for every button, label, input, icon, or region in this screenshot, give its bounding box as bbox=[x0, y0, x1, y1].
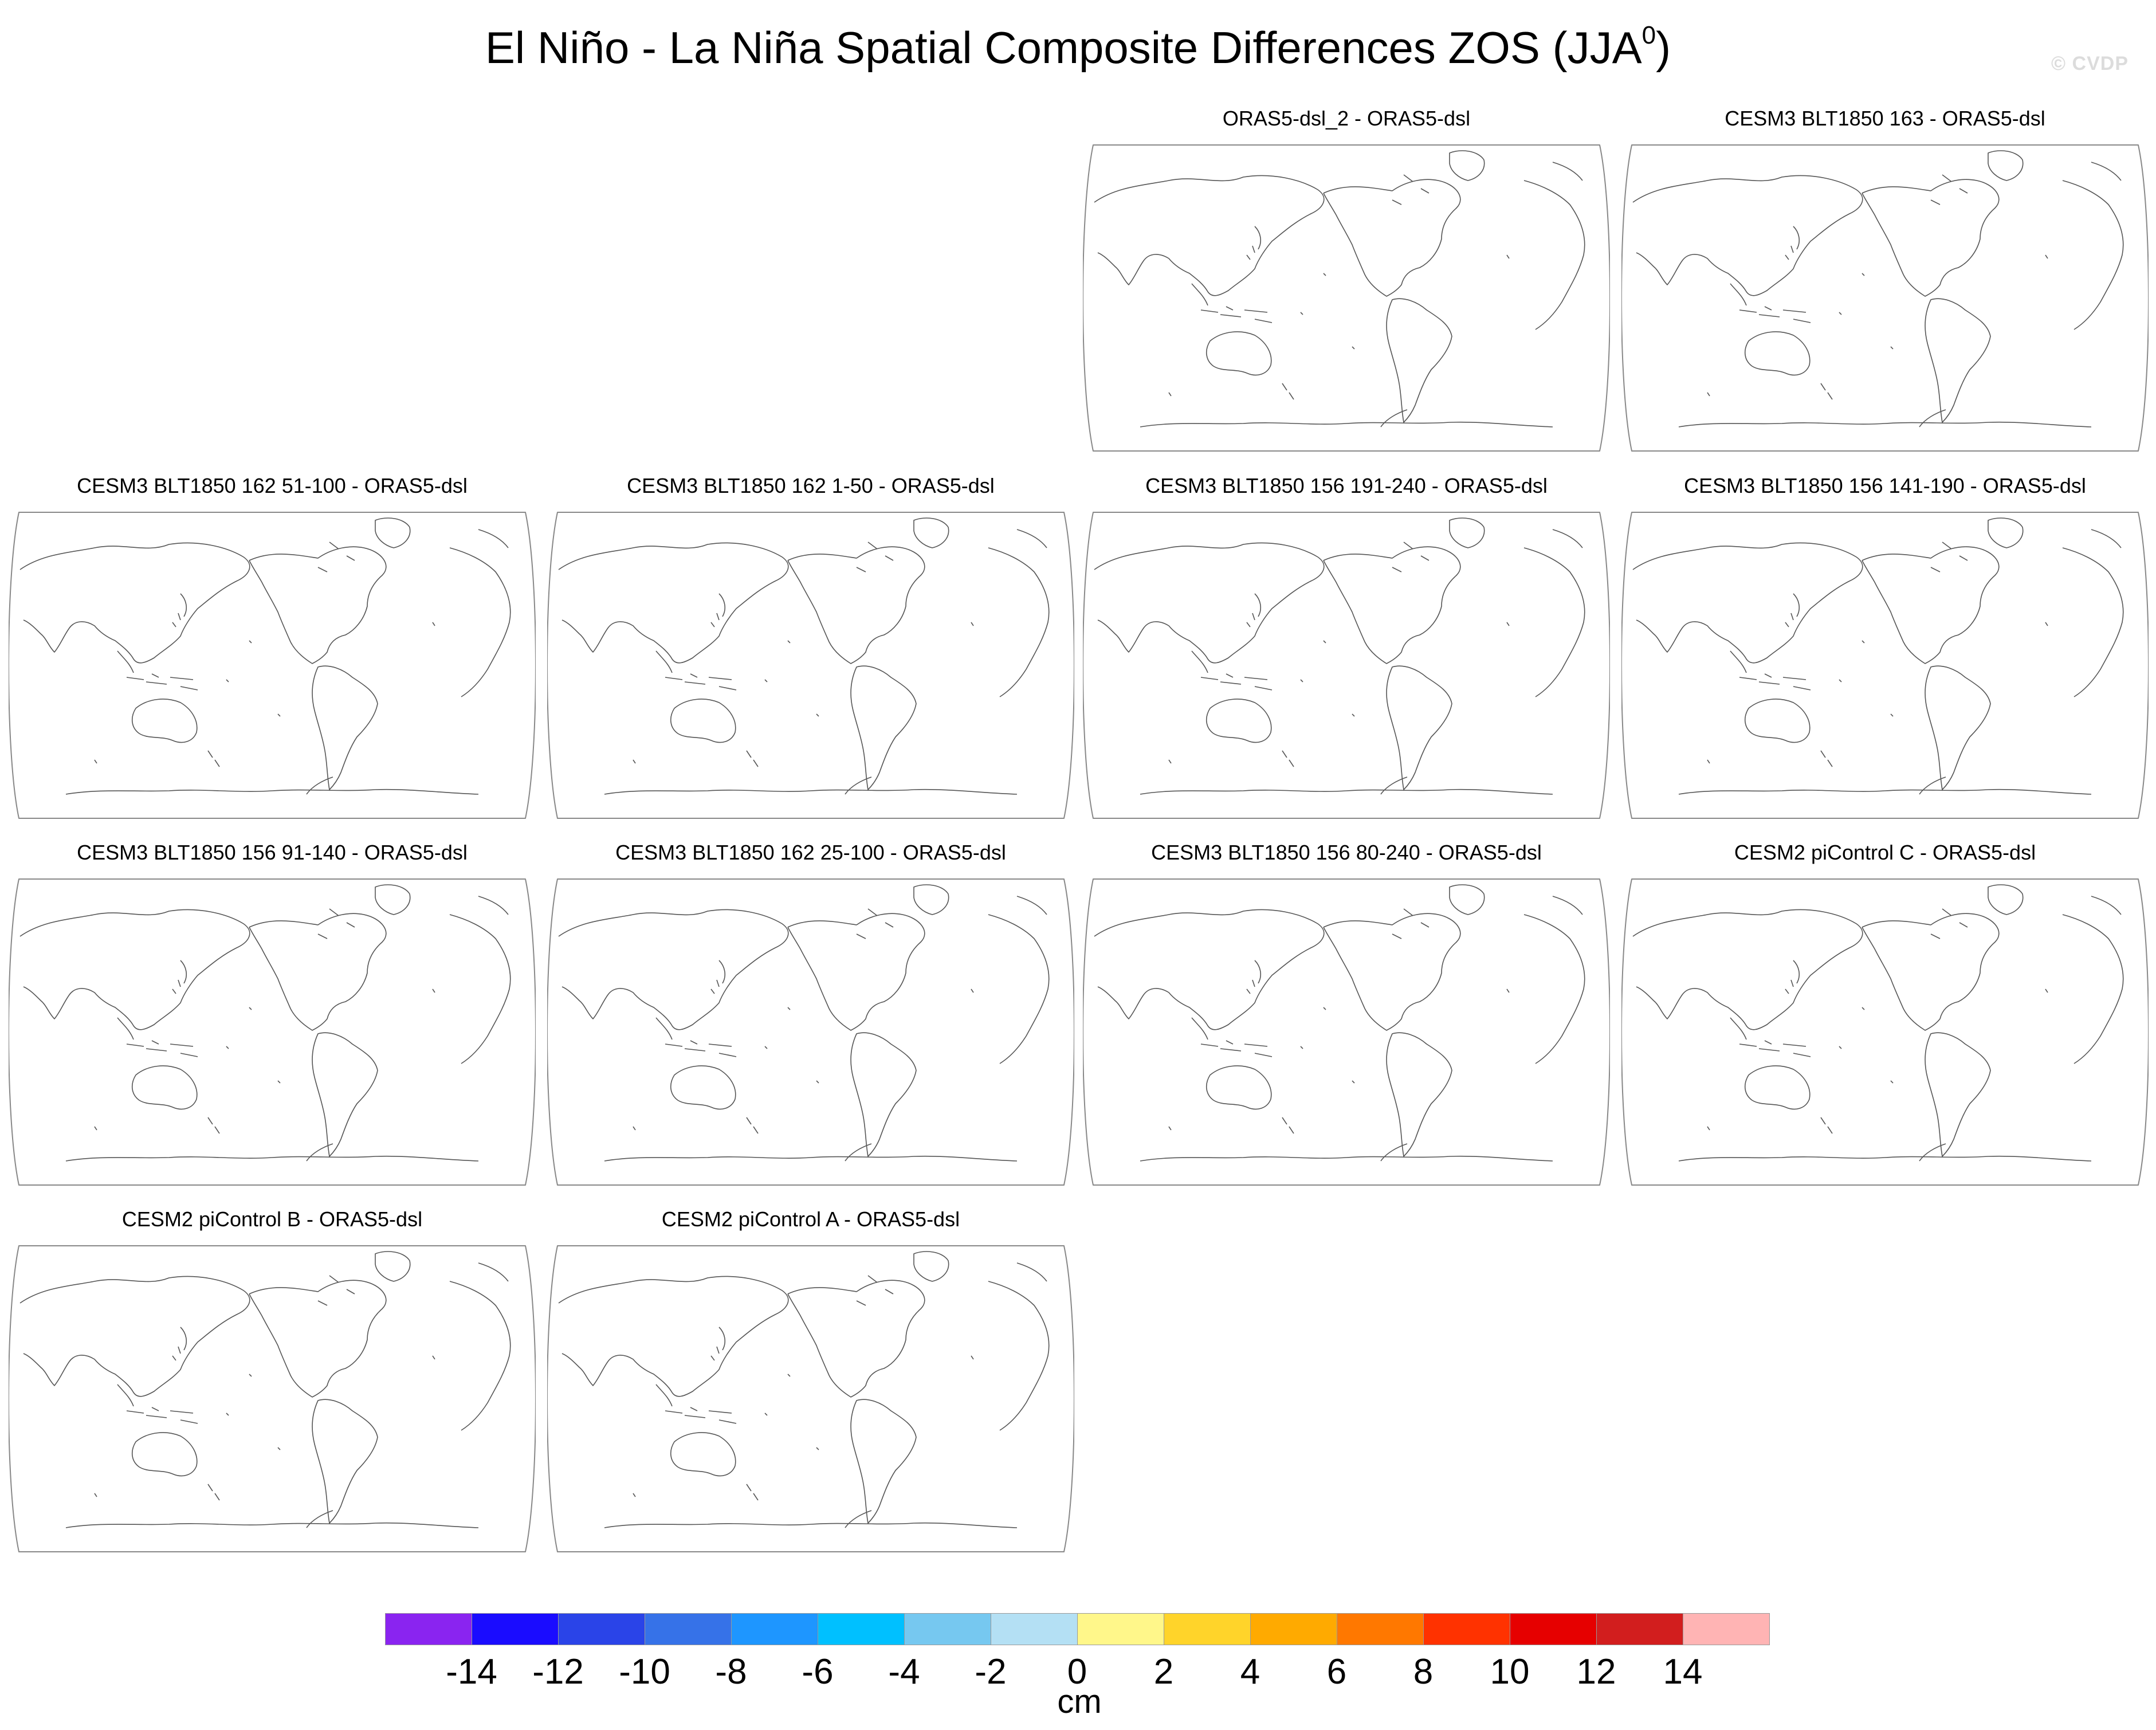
colorbar-box bbox=[818, 1613, 905, 1645]
colorbar-tick: -10 bbox=[619, 1652, 670, 1692]
panel-title: CESM2 piControl A - ORAS5-dsl bbox=[661, 1207, 960, 1231]
colorbar-box bbox=[1423, 1613, 1510, 1645]
panel-title: CESM3 BLT1850 163 - ORAS5-dsl bbox=[1725, 107, 2045, 130]
panel-title: CESM3 BLT1850 162 1-50 - ORAS5-dsl bbox=[627, 474, 995, 497]
colorbar-box bbox=[645, 1613, 732, 1645]
colorbar-box bbox=[1337, 1613, 1424, 1645]
panel-title: CESM2 piControl C - ORAS5-dsl bbox=[1734, 841, 2036, 864]
world-map bbox=[1621, 144, 2149, 452]
colorbar-tick: -4 bbox=[888, 1652, 920, 1692]
world-map bbox=[547, 1245, 1074, 1552]
colorbar-tick: -12 bbox=[532, 1652, 584, 1692]
map-panel: CESM3 BLT1850 162 51-100 - ORAS5-dsl bbox=[9, 473, 536, 823]
colorbar-box bbox=[1683, 1613, 1770, 1645]
map-panel: ORAS5-dsl_2 - ORAS5-dsl bbox=[1083, 106, 1610, 456]
colorbar-box bbox=[1510, 1613, 1597, 1645]
colorbar-unit: cm bbox=[1057, 1683, 1102, 1720]
panel-title: ORAS5-dsl_2 - ORAS5-dsl bbox=[1222, 107, 1471, 130]
colorbar-box bbox=[1077, 1613, 1164, 1645]
map-panel: CESM3 BLT1850 156 191-240 - ORAS5-dsl bbox=[1083, 473, 1610, 823]
colorbar-box bbox=[904, 1613, 991, 1645]
colorbar-tick: 0 bbox=[1067, 1652, 1087, 1692]
map-panel: CESM2 piControl A - ORAS5-dsl bbox=[547, 1207, 1074, 1556]
world-map bbox=[547, 512, 1074, 819]
panel-title: CESM3 BLT1850 156 91-140 - ORAS5-dsl bbox=[77, 841, 468, 864]
colorbar-box bbox=[1250, 1613, 1337, 1645]
colorbar-tick: 6 bbox=[1326, 1652, 1347, 1692]
colorbar-box bbox=[558, 1613, 645, 1645]
colorbar-box bbox=[1596, 1613, 1683, 1645]
colorbar-box bbox=[731, 1613, 818, 1645]
panel-title: CESM2 piControl B - ORAS5-dsl bbox=[121, 1207, 423, 1231]
map-panel: CESM2 piControl C - ORAS5-dsl bbox=[1621, 840, 2149, 1190]
map-panel: CESM3 BLT1850 156 91-140 - ORAS5-dsl bbox=[9, 840, 536, 1190]
colorbar-box bbox=[991, 1613, 1078, 1645]
colorbar-tick: -8 bbox=[715, 1652, 747, 1692]
world-map bbox=[547, 878, 1074, 1186]
figure-title: El Niño - La Niña Spatial Composite Diff… bbox=[485, 21, 1671, 73]
map-panel: CESM2 piControl B - ORAS5-dsl bbox=[9, 1207, 536, 1556]
colorbar-tick: 10 bbox=[1490, 1652, 1530, 1692]
colorbar-tick: 4 bbox=[1240, 1652, 1260, 1692]
colorbar-box bbox=[472, 1613, 559, 1645]
world-map bbox=[9, 878, 536, 1186]
map-panel: CESM3 BLT1850 162 1-50 - ORAS5-dsl bbox=[547, 473, 1074, 823]
map-panel: CESM3 BLT1850 156 141-190 - ORAS5-dsl bbox=[1621, 473, 2149, 823]
world-map bbox=[9, 512, 536, 819]
colorbar-tick: -6 bbox=[802, 1652, 834, 1692]
world-map bbox=[1621, 512, 2149, 819]
cvdp-watermark: © CVDP bbox=[2051, 53, 2128, 74]
panel-title: CESM3 BLT1850 162 25-100 - ORAS5-dsl bbox=[615, 841, 1006, 864]
colorbar-box bbox=[385, 1613, 472, 1645]
colorbar bbox=[385, 1613, 1774, 1645]
world-map bbox=[9, 1245, 536, 1552]
colorbar-tick: -2 bbox=[975, 1652, 1007, 1692]
map-panel: CESM3 BLT1850 163 - ORAS5-dsl bbox=[1621, 106, 2149, 456]
panel-title: CESM3 BLT1850 156 141-190 - ORAS5-dsl bbox=[1684, 474, 2086, 497]
colorbar-tick: 8 bbox=[1413, 1652, 1434, 1692]
colorbar-box bbox=[1164, 1613, 1251, 1645]
colorbar-tick: -14 bbox=[446, 1652, 497, 1692]
colorbar-tick: 14 bbox=[1663, 1652, 1703, 1692]
panel-title: CESM3 BLT1850 162 51-100 - ORAS5-dsl bbox=[77, 474, 468, 497]
map-panel: CESM3 BLT1850 162 25-100 - ORAS5-dsl bbox=[547, 840, 1074, 1190]
world-map bbox=[1083, 878, 1610, 1186]
panel-title: CESM3 BLT1850 156 80-240 - ORAS5-dsl bbox=[1151, 841, 1542, 864]
colorbar-tick: 12 bbox=[1576, 1652, 1616, 1692]
colorbar-tick: 2 bbox=[1153, 1652, 1174, 1692]
map-panel: CESM3 BLT1850 156 80-240 - ORAS5-dsl bbox=[1083, 840, 1610, 1190]
world-map bbox=[1083, 144, 1610, 452]
world-map bbox=[1621, 878, 2149, 1186]
world-map bbox=[1083, 512, 1610, 819]
panel-title: CESM3 BLT1850 156 191-240 - ORAS5-dsl bbox=[1145, 474, 1548, 497]
